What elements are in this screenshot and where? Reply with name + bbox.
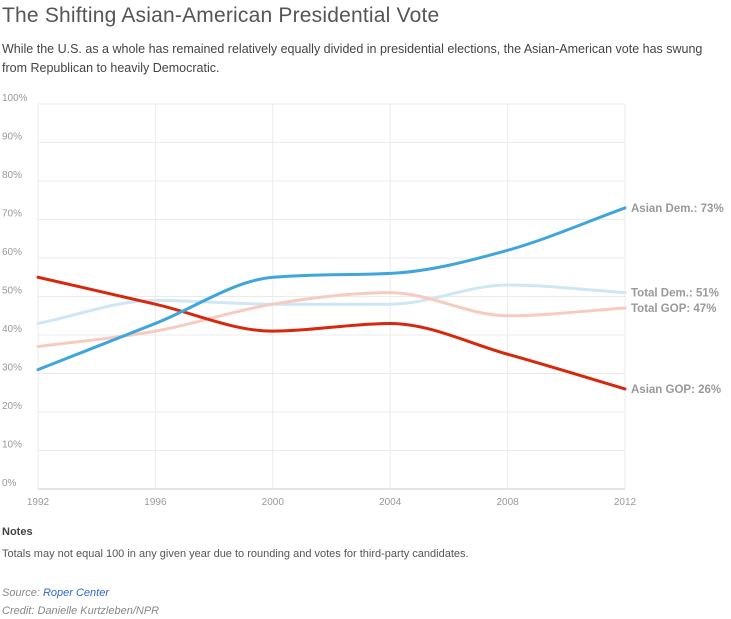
source-prefix: Source: [2,587,43,599]
y-tick-label: 10% [2,440,22,451]
axis-ticks: 0% 10% 20% 30% 40% 50% 60% 70% 80% 90% 100% 1992 199… [2,93,637,508]
x-tick-label: 1992 [27,497,50,508]
notes-text: Totals may not equal 100 in any given ye… [2,548,469,560]
chart-subtitle: While the U.S. as a whole has remained r… [2,42,703,75]
y-tick-label: 90% [2,132,22,143]
series-line-asian-gop [36,275,627,391]
credit-line: Credit: Danielle Kurtzleben/NPR [2,605,160,617]
source-link[interactable]: Roper Center [42,587,110,599]
series-line-total-gop [36,291,627,349]
series-label-asian-gop: Asian GOP: 26% [631,384,721,396]
y-tick-label: 60% [2,247,22,258]
y-tick-label: 50% [2,286,22,297]
notes-heading: Notes [2,526,33,538]
chart-title: The Shifting Asian-American Presidential… [2,4,440,27]
y-tick-label: 30% [2,363,22,374]
series-label-asian-dem: Asian Dem.: 73% [631,203,724,215]
x-tick-label: 2008 [496,497,519,508]
source-line: Source: Roper Center [2,587,109,599]
series-label-total-gop: Total GOP: 47% [631,303,716,315]
y-tick-label: 100% [2,93,28,104]
series-line-asian-dem [36,206,627,372]
series-labels: Asian Dem.: 73% Total Dem.: 51% Total GOP:… [631,203,724,396]
x-tick-label: 2004 [379,497,402,508]
y-tick-label: 40% [2,324,22,335]
x-tick-label: 2012 [614,497,637,508]
y-tick-label: 0% [2,478,17,489]
series-line-total-dem [36,283,627,325]
grid [37,103,626,490]
y-tick-label: 80% [2,170,22,181]
x-tick-label: 2000 [262,497,285,508]
x-tick-label: 1996 [144,497,167,508]
y-tick-label: 70% [2,209,22,220]
series-label-total-dem: Total Dem.: 51% [631,288,719,300]
y-tick-label: 20% [2,401,22,412]
series-lines [36,206,627,391]
